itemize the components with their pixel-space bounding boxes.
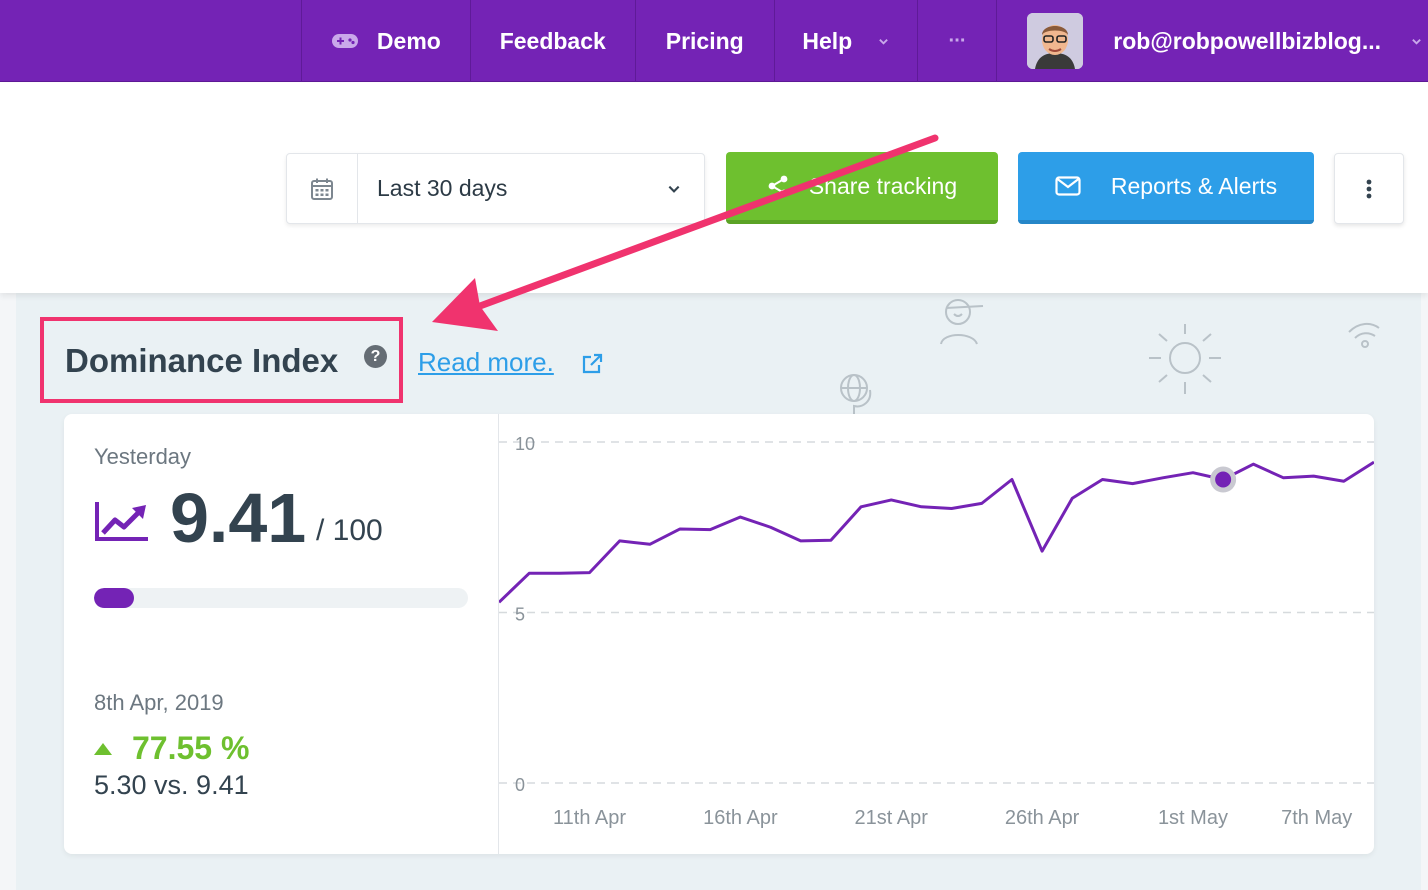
- date-chevron: [644, 182, 704, 196]
- trend-up-icon: [95, 502, 148, 541]
- question-icon[interactable]: ?: [364, 345, 387, 368]
- dominance-chart: 0 5 10 11th Apr 16th Apr 21st Apr 26th Apr 1st …: [497, 414, 1375, 854]
- x-tick-label: 16th Apr: [703, 807, 778, 829]
- avatar-image: [1027, 13, 1084, 69]
- dominance-progress-bar: [94, 588, 468, 608]
- series-line: [497, 460, 1375, 604]
- reports-alerts-button[interactable]: Reports & Alerts: [1018, 152, 1314, 224]
- globe-doodle-icon: [840, 374, 872, 414]
- compare-date: 8th Apr, 2019: [94, 690, 224, 715]
- period-label: Yesterday: [94, 444, 192, 469]
- arrow-up-icon: [94, 742, 112, 755]
- section-title: Dominance Index: [65, 342, 339, 379]
- dominance-value: 9.41: [170, 479, 307, 557]
- x-tick-label: 21st Apr: [855, 807, 929, 829]
- avatar: [1027, 13, 1084, 69]
- date-range-label: Last 30 days: [377, 175, 508, 201]
- dominance-chart-svg: 0 5 10 11th Apr 16th Apr 21st Apr 26th Apr 1st …: [497, 434, 1375, 829]
- more-icon: ···: [948, 29, 967, 52]
- share-tracking-button[interactable]: Share tracking: [726, 152, 998, 224]
- share-icon: [768, 175, 788, 197]
- change-percent: 77.55 %: [132, 730, 250, 766]
- x-tick-label: 7th May: [1281, 807, 1352, 829]
- wifi-doodle-icon: [1348, 322, 1380, 348]
- calendar-icon: [311, 178, 333, 200]
- toolbar: Last 30 days Share tracking Reports & Al…: [0, 83, 1428, 293]
- x-tick-label: 11th Apr: [553, 807, 626, 829]
- read-more-link[interactable]: Read more.: [418, 347, 554, 377]
- date-range-select[interactable]: Last 30 days: [286, 153, 705, 224]
- more-options-button[interactable]: [1334, 153, 1404, 224]
- sun-doodle-icon: [1149, 324, 1221, 394]
- reports-alerts-label: Reports & Alerts: [1110, 172, 1278, 199]
- vertical-dots-icon: [1366, 179, 1372, 198]
- y-tick-label: 10: [515, 434, 535, 454]
- chevron-down-icon: [879, 38, 889, 45]
- envelope-icon: [1055, 176, 1081, 196]
- chevron-down-icon: [1412, 38, 1421, 45]
- annotation-highlight-box: [40, 317, 403, 403]
- nav-feedback[interactable]: Feedback: [469, 0, 635, 82]
- stats-panel: Yesterday 9.41 / 100 8th Apr, 2019 77.55…: [64, 414, 499, 854]
- y-tick-label: 5: [515, 605, 525, 625]
- dominance-max: / 100: [316, 514, 383, 547]
- calendar-icon-box: [287, 154, 358, 223]
- external-link-icon[interactable]: [580, 352, 604, 376]
- nav-demo-label: Demo: [376, 27, 441, 54]
- user-email: rob@robpowellbizblog...: [1113, 27, 1381, 54]
- nav-user-menu[interactable]: rob@robpowellbizblog...: [996, 0, 1428, 82]
- change-indicator: 77.55 %: [94, 730, 249, 767]
- highlight-point: [1215, 471, 1232, 488]
- nav-spacer: [0, 0, 301, 82]
- gamepad-icon: [331, 34, 358, 48]
- dominance-progress-fill: [94, 588, 134, 608]
- top-nav: Demo Feedback Pricing Help ··· rob@robpo…: [0, 0, 1428, 82]
- nav-more-button[interactable]: ···: [916, 0, 996, 82]
- x-tick-label: 26th Apr: [1005, 807, 1080, 829]
- dominance-card: Yesterday 9.41 / 100 8th Apr, 2019 77.55…: [64, 414, 1375, 854]
- nav-pricing-label: Pricing: [665, 27, 744, 54]
- nav-feedback-label: Feedback: [499, 27, 606, 54]
- nav-pricing[interactable]: Pricing: [634, 0, 774, 82]
- nav-demo[interactable]: Demo: [300, 0, 470, 82]
- share-tracking-label: Share tracking: [808, 172, 958, 199]
- nav-help[interactable]: Help: [773, 0, 917, 82]
- x-tick-label: 1st May: [1158, 807, 1228, 829]
- y-tick-label: 0: [515, 775, 525, 795]
- compare-values: 5.30 vs. 9.41: [94, 770, 249, 800]
- person-doodle-icon: [940, 299, 984, 345]
- nav-help-label: Help: [802, 27, 853, 54]
- chevron-down-icon: [668, 185, 680, 193]
